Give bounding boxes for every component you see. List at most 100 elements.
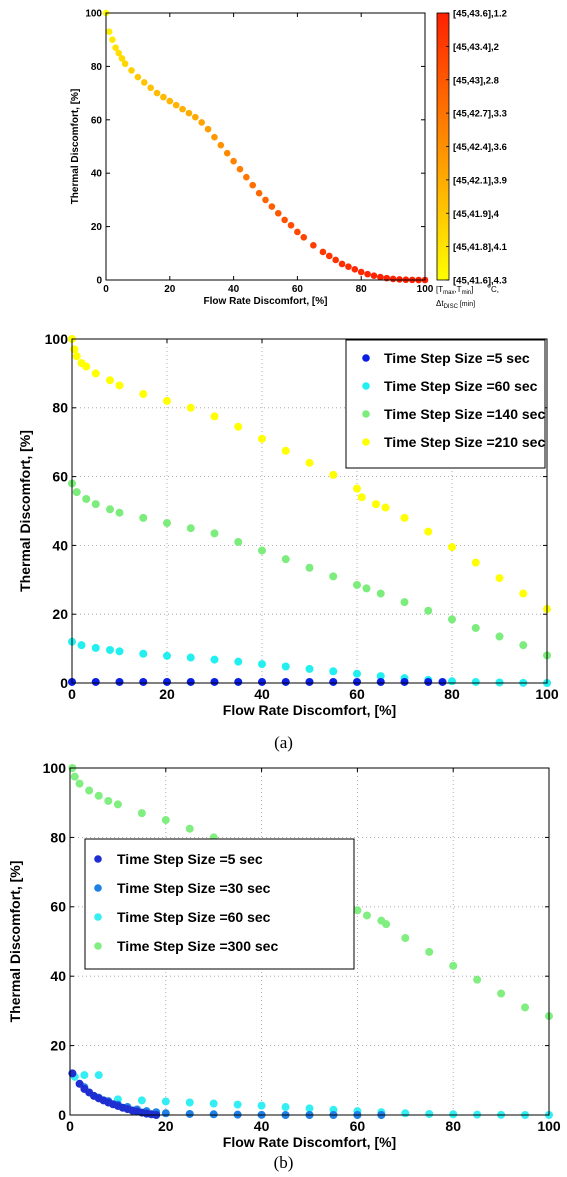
- data-point: [186, 653, 195, 662]
- data-point: [80, 1071, 89, 1080]
- y-axis-label: Thermal Discomfort, [%]: [17, 430, 33, 592]
- data-point: [471, 677, 480, 686]
- x-tick-label: 100: [417, 284, 434, 295]
- data-point: [389, 275, 397, 283]
- legend-marker: [362, 438, 370, 446]
- data-point: [104, 796, 113, 805]
- data-point: [91, 643, 100, 652]
- data-point: [113, 800, 122, 809]
- x-tick-label: 100: [537, 1118, 561, 1134]
- data-point: [376, 589, 385, 598]
- y-tick-label: 40: [52, 537, 68, 553]
- legend-label: Time Step Size =60 sec: [117, 909, 271, 925]
- data-point: [364, 270, 371, 278]
- data-point: [357, 493, 366, 502]
- x-tick-label: 40: [228, 284, 240, 295]
- data-point: [161, 1109, 170, 1118]
- data-point: [223, 149, 231, 157]
- data-point: [211, 133, 218, 141]
- data-point: [332, 256, 339, 264]
- data-point: [362, 584, 371, 593]
- data-point: [198, 119, 205, 126]
- y-tick-label: 40: [91, 169, 103, 180]
- x-tick-label: 60: [292, 284, 304, 295]
- data-point: [400, 677, 409, 686]
- y-tick-label: 0: [58, 1107, 66, 1123]
- legend-marker: [362, 410, 370, 418]
- data-point: [106, 645, 114, 654]
- data-point: [329, 677, 338, 686]
- data-point: [166, 97, 174, 105]
- data-point: [376, 677, 385, 686]
- data-point: [255, 189, 263, 197]
- legend-marker: [94, 855, 102, 863]
- degree-sign: [487, 284, 491, 288]
- data-point: [75, 1079, 84, 1088]
- x-tick-label: 60: [349, 686, 365, 702]
- data-point: [372, 500, 380, 509]
- data-point: [186, 677, 195, 686]
- data-point: [449, 1110, 458, 1119]
- data-point: [281, 555, 290, 564]
- data-point: [281, 216, 288, 224]
- data-point: [163, 396, 171, 405]
- data-point: [121, 60, 129, 68]
- legend: [84, 838, 355, 970]
- data-point: [329, 470, 338, 479]
- data-point: [262, 196, 269, 204]
- legend-label: Time Step Size =5 sec: [117, 851, 263, 867]
- x-tick-label: 40: [254, 1118, 270, 1134]
- data-point: [94, 791, 103, 800]
- data-point: [209, 1110, 218, 1119]
- data-point: [210, 677, 219, 686]
- data-point: [210, 655, 219, 664]
- data-point: [185, 109, 193, 117]
- data-point: [281, 1103, 290, 1112]
- data-point: [519, 589, 528, 598]
- data-point: [268, 203, 276, 210]
- y-tick-label: 60: [91, 115, 103, 126]
- data-point: [234, 677, 243, 686]
- data-point: [234, 537, 243, 546]
- y-tick-label: 60: [50, 899, 66, 915]
- data-point: [179, 105, 186, 113]
- caption-b: (b): [273, 1153, 294, 1172]
- data-point: [160, 93, 167, 101]
- data-point: [137, 809, 146, 818]
- y-tick-label: 20: [52, 606, 68, 622]
- data-point: [163, 677, 171, 686]
- data-point: [471, 558, 480, 567]
- x-tick-label: 20: [159, 686, 175, 702]
- legend-marker: [94, 913, 102, 921]
- x-axis-label: Flow Rate Discomfort, [%]: [223, 1134, 396, 1150]
- y-tick-label: 100: [85, 9, 102, 20]
- x-tick-label: 80: [356, 284, 368, 295]
- data-point: [305, 677, 314, 686]
- data-point: [329, 572, 338, 581]
- data-point: [82, 362, 91, 371]
- pareto-chart-a: 0 20 40 60 80 100 0 20 40 60 80 100 Flow Rate Discom…: [17, 331, 559, 718]
- x-tick-label: 80: [445, 1118, 461, 1134]
- data-point: [186, 524, 195, 533]
- data-point: [115, 508, 124, 517]
- data-point: [401, 934, 410, 943]
- data-point: [77, 641, 86, 650]
- data-point: [161, 816, 170, 825]
- data-point: [161, 1097, 170, 1106]
- data-point: [140, 79, 148, 86]
- data-point: [382, 920, 391, 929]
- data-point: [234, 657, 243, 666]
- y-tick-label: 80: [52, 400, 68, 416]
- data-point: [521, 1003, 530, 1012]
- x-tick-label: 60: [350, 1118, 366, 1134]
- data-point: [163, 519, 171, 528]
- y-tick-label: 20: [91, 222, 103, 233]
- colorbar-caption-unit: C,: [491, 285, 499, 294]
- data-point: [91, 500, 100, 509]
- legend-label: Time Step Size =5 sec: [384, 350, 530, 366]
- data-point: [210, 412, 219, 421]
- data-point: [495, 678, 504, 687]
- data-point: [147, 84, 154, 92]
- data-point: [329, 667, 338, 676]
- data-point: [236, 165, 244, 173]
